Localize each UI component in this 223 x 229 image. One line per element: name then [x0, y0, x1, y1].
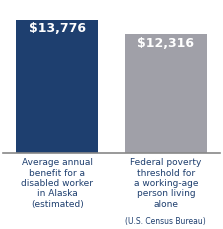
Text: $13,776: $13,776 [29, 22, 86, 35]
Bar [125, 34, 207, 153]
Bar [16, 19, 98, 153]
Text: $12,316: $12,316 [137, 37, 194, 50]
Text: (U.S. Census Bureau): (U.S. Census Bureau) [126, 217, 206, 226]
